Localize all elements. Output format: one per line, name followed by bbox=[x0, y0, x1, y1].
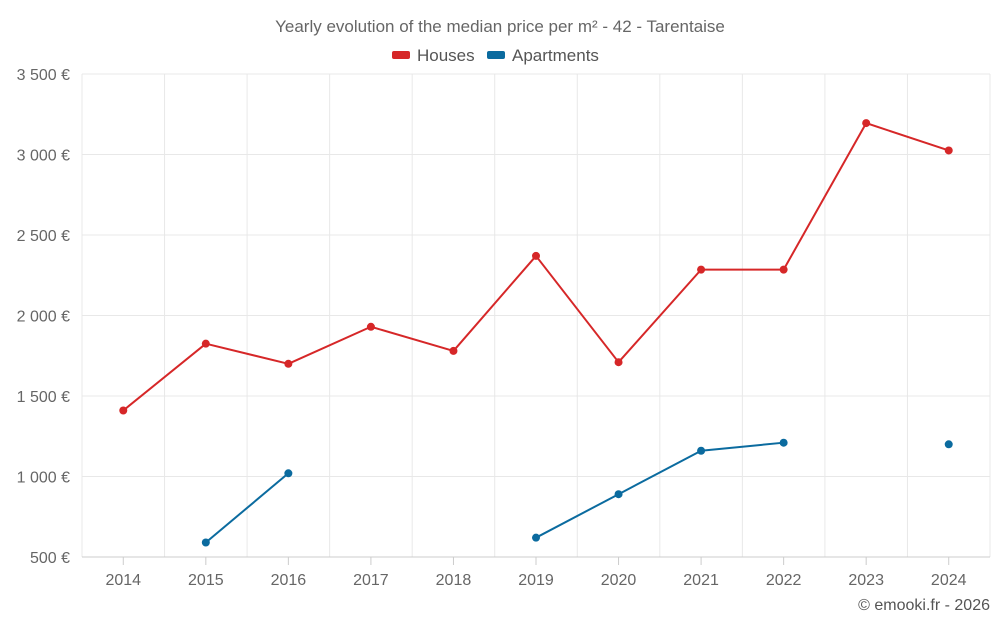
y-tick-label: 2 000 € bbox=[17, 309, 70, 326]
data-point-apartments-2020[interactable] bbox=[614, 490, 623, 499]
x-tick-label: 2022 bbox=[766, 572, 802, 589]
legend[interactable]: Houses Apartments bbox=[392, 46, 599, 65]
data-point-apartments-2021[interactable] bbox=[697, 446, 706, 455]
y-axis-ticks: 500 € 1 000 € 1 500 € 2 000 € 2 500 € 3 000 €… bbox=[17, 67, 70, 567]
data-point-houses-2020[interactable] bbox=[614, 358, 623, 367]
data-point-apartments-2022[interactable] bbox=[779, 438, 788, 447]
x-tick-label: 2019 bbox=[518, 572, 554, 589]
data-point-houses-2017[interactable] bbox=[366, 322, 375, 331]
legend-swatch-apartments bbox=[487, 51, 505, 59]
x-tick-label: 2017 bbox=[353, 572, 389, 589]
data-point-houses-2023[interactable] bbox=[862, 119, 871, 128]
y-gridlines bbox=[82, 73, 990, 558]
y-tick-label: 3 000 € bbox=[17, 148, 70, 165]
y-tick-label: 500 € bbox=[30, 550, 70, 567]
data-point-apartments-2016[interactable] bbox=[284, 469, 293, 478]
x-tick-label: 2021 bbox=[683, 572, 719, 589]
data-point-houses-2019[interactable] bbox=[532, 251, 540, 260]
series-line-apartments bbox=[535, 441, 784, 539]
legend-item-apartments[interactable]: Apartments bbox=[487, 46, 599, 65]
y-tick-label: 2 500 € bbox=[17, 228, 70, 245]
y-tick-label: 1 000 € bbox=[17, 470, 70, 487]
credit-text: © emooki.fr - 2026 bbox=[858, 597, 990, 614]
x-tick-label: 2014 bbox=[105, 572, 141, 589]
y-tick-label: 1 500 € bbox=[17, 389, 70, 406]
x-tick-label: 2016 bbox=[271, 572, 307, 589]
data-point-houses-2024[interactable] bbox=[944, 146, 953, 155]
data-point-houses-2021[interactable] bbox=[697, 265, 706, 274]
series-layer bbox=[119, 119, 953, 547]
data-point-apartments-2019[interactable] bbox=[532, 533, 540, 542]
data-point-apartments-2024[interactable] bbox=[944, 440, 953, 449]
x-tick-label: 2018 bbox=[436, 572, 472, 589]
x-tick-label: 2015 bbox=[188, 572, 224, 589]
x-axis-ticks: 2014 2015 2016 2017 2018 2019 2020 2021 2022 2023… bbox=[105, 557, 967, 589]
x-gridlines bbox=[81, 74, 991, 557]
data-point-houses-2014[interactable] bbox=[119, 406, 128, 415]
series-line-apartments bbox=[205, 472, 290, 544]
legend-swatch-houses bbox=[392, 51, 410, 59]
data-point-houses-2015[interactable] bbox=[201, 339, 210, 348]
chart-title: Yearly evolution of the median price per… bbox=[275, 17, 725, 36]
data-point-houses-2016[interactable] bbox=[284, 359, 293, 368]
y-tick-label: 3 500 € bbox=[17, 67, 70, 84]
x-tick-label: 2020 bbox=[601, 572, 637, 589]
legend-label-houses: Houses bbox=[417, 46, 475, 65]
legend-item-houses[interactable]: Houses bbox=[392, 46, 475, 65]
x-tick-label: 2023 bbox=[848, 572, 884, 589]
data-point-apartments-2015[interactable] bbox=[201, 538, 210, 547]
series-apartments bbox=[201, 438, 953, 547]
data-point-houses-2018[interactable] bbox=[449, 346, 458, 355]
x-tick-label: 2024 bbox=[931, 572, 967, 589]
legend-label-apartments: Apartments bbox=[512, 46, 599, 65]
data-point-houses-2022[interactable] bbox=[779, 265, 788, 274]
series-houses bbox=[119, 119, 953, 415]
